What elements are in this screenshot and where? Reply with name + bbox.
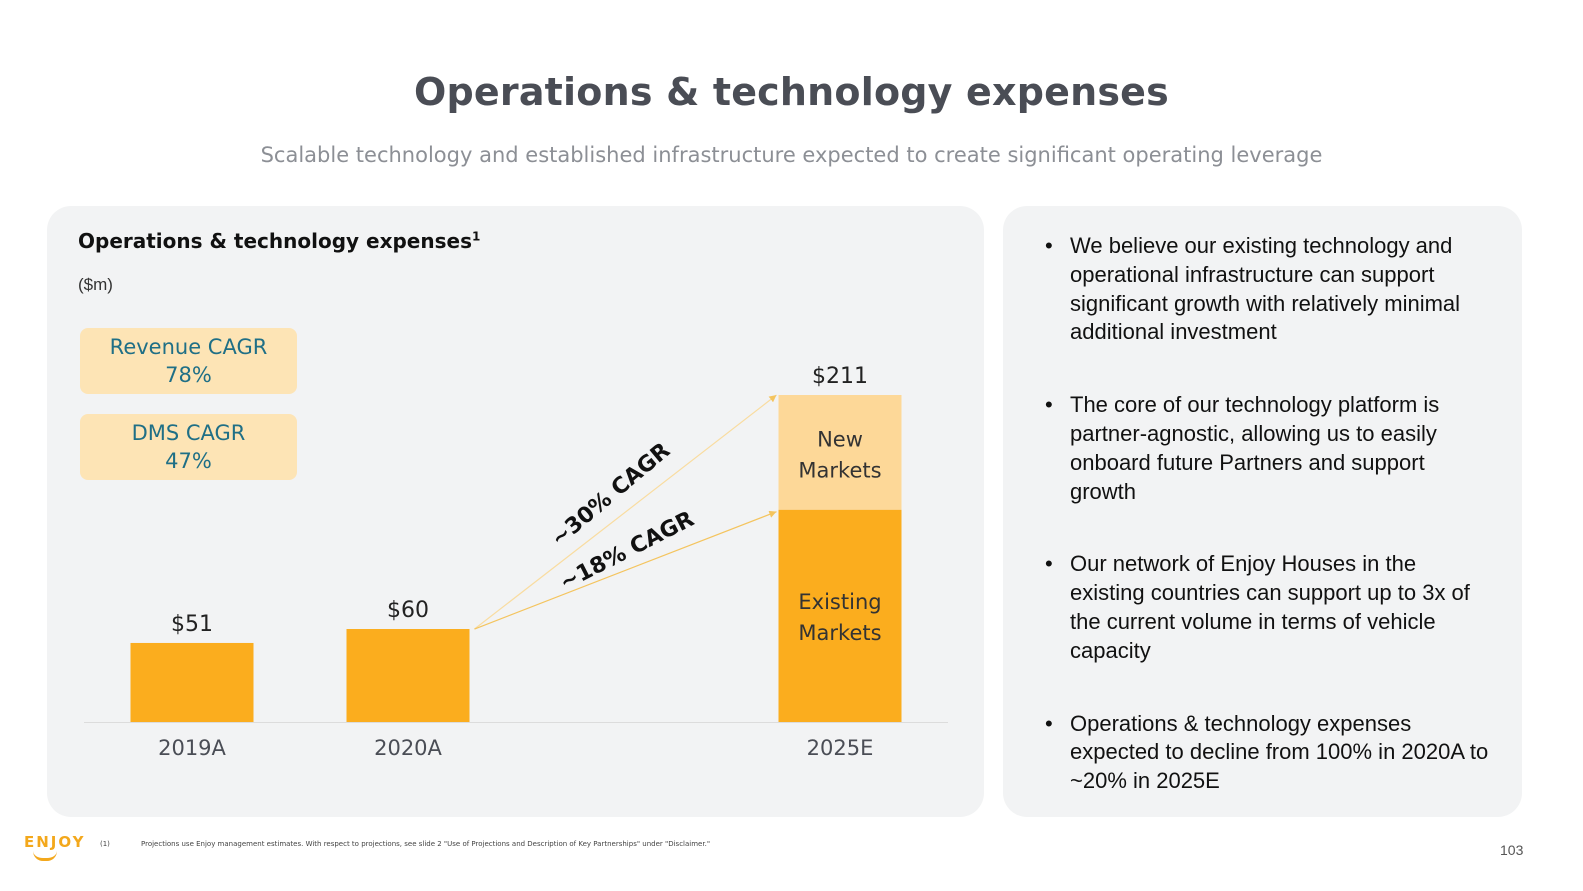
x-tick-2025E: 2025E — [807, 736, 874, 760]
chart-title-footnote: 1 — [471, 229, 481, 244]
bullet-item: The core of our technology platform is p… — [1045, 391, 1495, 506]
footnote: Projections use Enjoy management estimat… — [141, 840, 711, 848]
dms-cagr-box: DMS CAGR 47% — [80, 414, 297, 480]
x-tick-2020A: 2020A — [374, 736, 442, 760]
enjoy-logo: ENJOY — [24, 833, 86, 851]
bar-existing-2020A — [346, 629, 470, 722]
revenue-cagr-label: Revenue CAGR — [109, 335, 268, 359]
cagr-arrow-18 — [474, 510, 777, 630]
segment-label-new-1: New — [817, 427, 863, 451]
dms-cagr-value: 47% — [165, 449, 212, 473]
page-subtitle: Scalable technology and established infr… — [260, 143, 1323, 167]
chart-units: ($m) — [78, 275, 113, 294]
bullet-item: We believe our existing technology and o… — [1045, 232, 1495, 347]
bullet-item: Our network of Enjoy Houses in the exist… — [1045, 550, 1495, 665]
footnote-mark: (1) — [100, 840, 110, 848]
logo-smile-icon — [33, 851, 57, 861]
segment-label-existing-2: Markets — [798, 621, 881, 645]
chart-title: Operations & technology expenses1 — [78, 229, 481, 253]
bar-new-2025E — [778, 395, 902, 510]
bar-existing-2019A — [130, 642, 254, 722]
bullet-item: Operations & technology expenses expecte… — [1045, 710, 1495, 796]
data-label-2019A: $51 — [171, 612, 213, 637]
revenue-cagr-box: Revenue CAGR 78% — [80, 328, 297, 394]
segment-label-new-2: Markets — [798, 458, 881, 482]
page-title: Operations & technology expenses — [414, 70, 1169, 114]
dms-cagr-label: DMS CAGR — [131, 421, 246, 445]
bullet-list: We believe our existing technology and o… — [1045, 232, 1495, 796]
revenue-cagr-value: 78% — [165, 363, 212, 387]
bar-existing-2025E — [778, 509, 902, 722]
data-label-2020A: $60 — [387, 598, 429, 623]
page-number: 103 — [1500, 842, 1524, 858]
cagr-arrow-30 — [474, 394, 777, 630]
segment-label-existing-1: Existing — [798, 590, 881, 614]
data-label-2025E: $211 — [812, 364, 868, 389]
x-tick-2019A: 2019A — [158, 736, 226, 760]
